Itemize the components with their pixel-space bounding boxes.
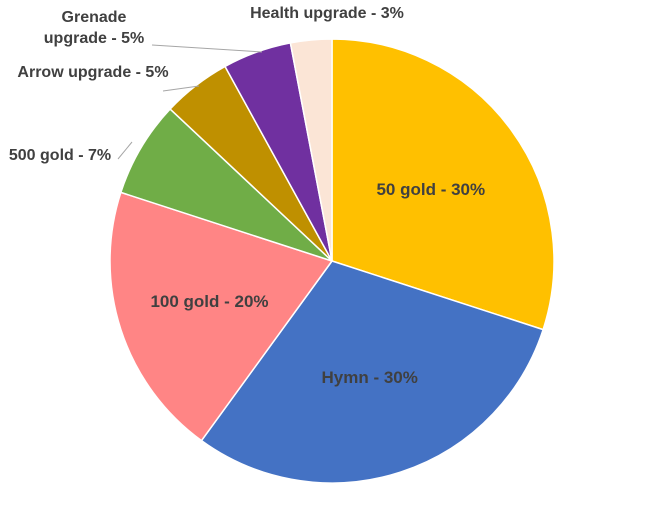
pie-label-500-gold: 500 gold - 7% <box>9 147 111 164</box>
pie-slices <box>109 38 555 484</box>
pie-labels: 50 gold - 30% Hymn - 30% 100 gold - 20% 500… <box>9 5 485 387</box>
pie-label-grenade-upgrade: Grenade upgrade - 5% <box>44 9 144 47</box>
pie-label-50-gold: 50 gold - 30% <box>376 180 485 199</box>
pie-label-health-upgrade: Health upgrade - 3% <box>250 5 404 22</box>
pie-slice-50-gold <box>331 38 555 331</box>
pie-label-line: upgrade - 5% <box>44 30 144 47</box>
pie-label-arrow-upgrade: Arrow upgrade - 5% <box>17 64 168 81</box>
leader-line <box>162 85 200 92</box>
leader-line <box>151 44 263 53</box>
pie-slice-100-gold <box>109 191 334 442</box>
leader-line <box>117 141 133 160</box>
pie-label-100-gold: 100 gold - 20% <box>150 292 268 311</box>
pie-label-line: Grenade <box>62 9 127 26</box>
pie-label-hymn: Hymn - 30% <box>322 368 418 387</box>
pie-slice-hymn <box>200 260 545 484</box>
pie-slice-health-upgrade <box>289 38 333 262</box>
